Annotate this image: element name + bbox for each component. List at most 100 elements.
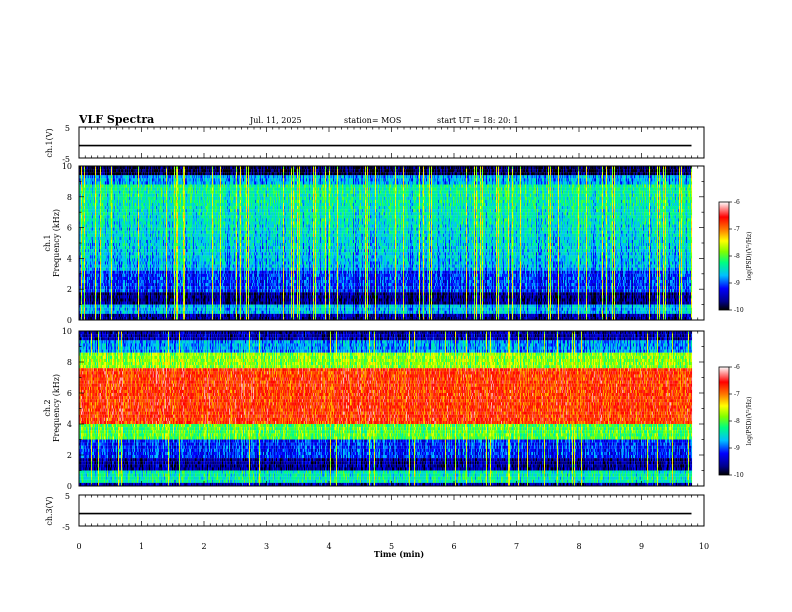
spectrogram-cell [106,292,107,295]
spectrogram-cell [98,314,99,317]
spectrogram-cell [92,295,93,298]
spectrogram-cell [89,243,90,246]
spectrogram-cell [89,298,90,301]
spectrogram-cell [88,215,89,218]
spectrogram-cell [96,197,97,200]
spectrogram-cell [104,221,105,224]
spectrogram-cell [80,218,81,221]
spectrogram-cell [99,237,100,240]
spectrogram-cell [94,311,95,314]
spectrogram-cell [86,249,87,252]
spectrogram-cell [92,231,93,234]
spectrogram-cell [109,218,110,221]
spectrogram-cell [97,212,98,215]
spectrogram-cell [100,194,101,197]
spectrogram-cell [81,240,82,243]
spectrogram-cell [113,184,114,187]
spectrogram-cell [114,280,115,283]
spectrogram-cell [84,209,85,212]
spectrogram-cell [80,302,81,305]
spectrogram-cell [95,243,96,246]
spectrogram-cell [110,221,111,224]
spectrogram-cell [108,215,109,218]
spectrogram-cell [105,289,106,292]
spectrogram-cell [119,215,120,218]
spectrogram-cell [83,197,84,200]
spectrogram-cell [90,188,91,191]
spectrogram-cell [93,305,94,308]
spectrogram-cell [101,203,102,206]
spectrogram-cell [116,231,117,234]
spectrogram-cell [83,255,84,258]
spectrogram-cell [100,308,101,311]
spectrogram-cell [111,314,112,317]
spectrogram-cell [97,252,98,255]
spectrogram-cell [98,243,99,246]
spectrogram-cell [103,169,104,172]
spectrogram-cell [109,221,110,224]
spectrogram-cell [106,289,107,292]
spectrogram-cell [91,197,92,200]
ch1-voltage-ylabel: ch.1(V) [45,128,54,157]
spectrogram-cell [84,172,85,175]
spectrogram-cell [98,231,99,234]
spectrogram-cell [112,289,113,292]
spectrogram-cell [95,184,96,187]
spectrogram-cell [88,175,89,178]
spectrogram-cell [97,231,98,234]
spectrogram-cell [101,191,102,194]
spectrogram-cell [101,261,102,264]
spectrogram-cell [120,258,121,261]
spectrogram-cell [107,209,108,212]
spectrogram-cell [116,237,117,240]
spectrogram-cell [102,265,103,268]
spectrogram-cell [107,289,108,292]
spectrogram-cell [119,277,120,280]
spectrogram-cell [110,289,111,292]
spectrogram-cell [98,169,99,172]
spectrogram-cell [114,240,115,243]
spectrogram-cell [110,184,111,187]
spectrogram-cell [87,265,88,268]
spectrogram-cell [97,289,98,292]
spectrogram-cell [99,191,100,194]
spectrogram-cell [88,268,89,271]
spectrogram-cell [101,308,102,311]
spectrogram-cell [93,203,94,206]
spectrogram-cell [88,243,89,246]
spectrogram-cell [101,277,102,280]
spectrogram-cell [111,237,112,240]
spectrogram-cell [104,258,105,261]
spectrogram-cell [117,203,118,206]
spectrogram-cell [116,295,117,298]
spectrogram-cell [98,225,99,228]
spectrogram-cell [90,277,91,280]
spectrogram-cell [108,228,109,231]
spectrogram-cell [105,184,106,187]
spectrogram-cell [103,246,104,249]
spectrogram-cell [103,225,104,228]
spectrogram-cell [81,311,82,314]
spectrogram-cell [111,268,112,271]
spectrogram-cell [100,221,101,224]
spectrogram-cell [87,178,88,181]
spectrogram-cell [107,181,108,184]
spectrogram-cell [118,228,119,231]
spectrogram-cell [112,218,113,221]
spectrogram-cell [85,295,86,298]
spectrogram-cell [84,252,85,255]
spectrogram-cell [95,255,96,258]
spectrogram-cell [82,314,83,317]
spectrogram-cell [94,234,95,237]
spectrogram-cell [115,314,116,317]
spectrogram-cell [89,181,90,184]
spectrogram-cell [103,271,104,274]
spectrogram-cell [83,246,84,249]
spectrogram-cell [104,209,105,212]
spectrogram-cell [83,314,84,317]
spectrogram-cell [82,289,83,292]
spectrogram-cell [90,184,91,187]
spectrogram-cell [119,289,120,292]
spectrogram-cell [83,305,84,308]
spectrogram-cell [120,234,121,237]
